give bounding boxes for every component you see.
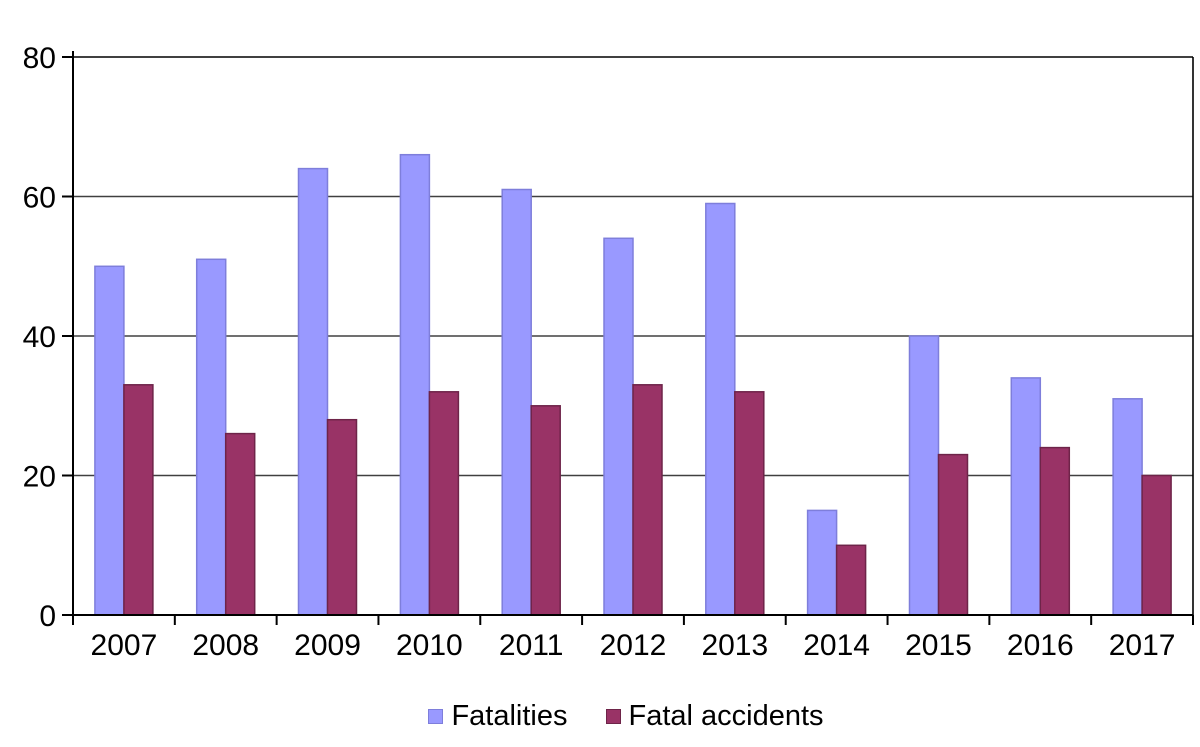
bar-fatalities-2008 bbox=[195, 258, 227, 616]
bar-fatal-accidents-2014 bbox=[835, 544, 867, 616]
x-category-label-2010: 2010 bbox=[396, 629, 463, 662]
bar-fatalities-2011 bbox=[501, 188, 532, 616]
x-category-label-2014: 2014 bbox=[803, 629, 870, 662]
bar-fatalities-2017 bbox=[1112, 398, 1143, 616]
legend-item-fatalities: Fatalities bbox=[428, 699, 568, 733]
fatal-accidents-swatch-icon bbox=[605, 708, 621, 724]
bar-fatal-accidents-2009 bbox=[326, 418, 358, 616]
bar-fatalities-2012 bbox=[603, 237, 634, 616]
x-category-label-2011: 2011 bbox=[499, 629, 564, 662]
fatalities-swatch-icon bbox=[428, 708, 444, 724]
x-category-label-2007: 2007 bbox=[91, 629, 158, 662]
x-category-label-2008: 2008 bbox=[192, 629, 259, 662]
bar-fatal-accidents-2015 bbox=[937, 453, 969, 616]
bar-fatal-accidents-2008 bbox=[224, 432, 256, 616]
bar-fatalities-2007 bbox=[94, 265, 125, 616]
bar-fatalities-2013 bbox=[705, 202, 736, 616]
bar-fatalities-2014 bbox=[806, 509, 838, 616]
y-tick-label-60: 60 bbox=[23, 182, 56, 215]
bar-fatal-accidents-2007 bbox=[123, 384, 154, 616]
bar-fatalities-2016 bbox=[1010, 377, 1042, 616]
legend: Fatalities Fatal accidents bbox=[26, 697, 1200, 735]
bar-fatal-accidents-2017 bbox=[1141, 474, 1172, 616]
bar-fatal-accidents-2011 bbox=[530, 405, 561, 616]
legend-label-fatalities: Fatalities bbox=[451, 699, 568, 732]
y-tick-label-40: 40 bbox=[23, 321, 56, 354]
y-tick-label-0: 0 bbox=[39, 600, 56, 633]
legend-label-fatal-accidents: Fatal accidents bbox=[628, 699, 824, 732]
legend-item-fatal-accidents: Fatal accidents bbox=[605, 699, 824, 733]
bar-fatal-accidents-2010 bbox=[428, 391, 460, 616]
bar-fatalities-2009 bbox=[297, 167, 329, 616]
bar-fatal-accidents-2016 bbox=[1039, 446, 1071, 616]
x-category-label-2017: 2017 bbox=[1109, 629, 1176, 662]
bar-fatalities-2010 bbox=[399, 153, 431, 616]
x-category-label-2013: 2013 bbox=[701, 629, 768, 662]
x-category-label-2012: 2012 bbox=[600, 629, 667, 662]
bar-fatalities-2015 bbox=[908, 335, 940, 616]
x-category-label-2009: 2009 bbox=[294, 629, 361, 662]
y-tick-label-20: 20 bbox=[23, 461, 56, 494]
y-tick-label-80: 80 bbox=[23, 42, 56, 75]
x-category-label-2016: 2016 bbox=[1007, 629, 1074, 662]
bar-fatal-accidents-2013 bbox=[734, 391, 765, 616]
bar-fatal-accidents-2012 bbox=[632, 384, 663, 616]
x-category-label-2015: 2015 bbox=[905, 629, 972, 662]
